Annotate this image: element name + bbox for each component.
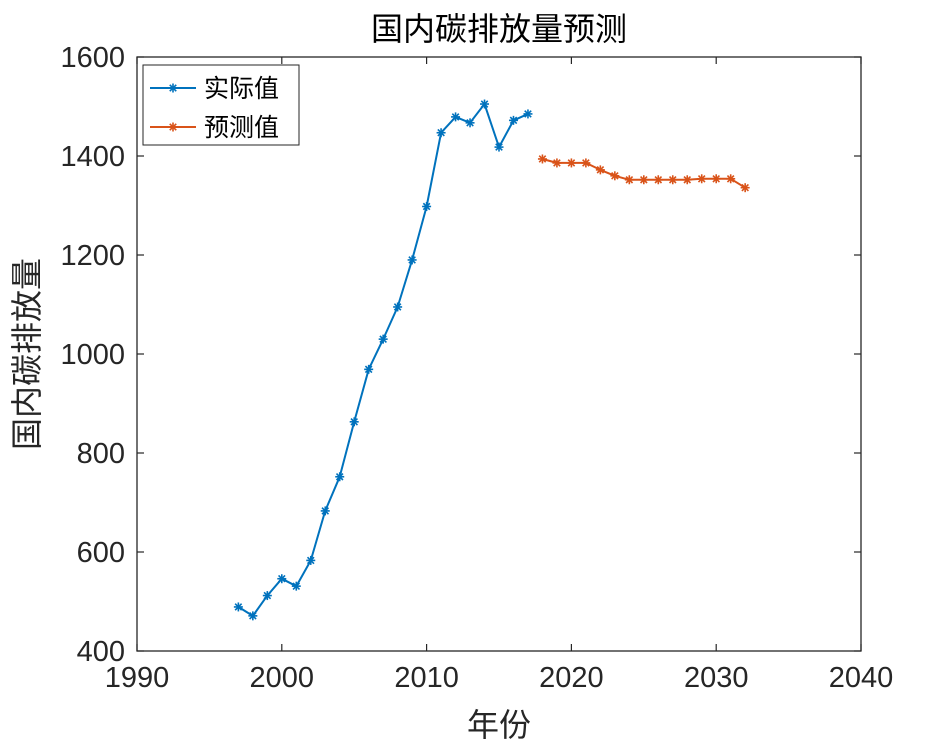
- data-point-marker: [364, 364, 374, 374]
- x-axis-title: 年份: [467, 706, 531, 744]
- data-point-marker: [451, 112, 461, 122]
- data-point-marker: [668, 175, 678, 185]
- data-point-marker: [682, 175, 692, 185]
- legend-marker-glyph: [168, 83, 178, 93]
- data-point-marker: [595, 165, 605, 175]
- y-tick-label: 1400: [60, 141, 125, 173]
- data-point-marker: [740, 183, 750, 193]
- x-tick-label: 2010: [394, 662, 459, 694]
- legend: 实际值 预测值: [142, 64, 300, 146]
- data-point-marker: [291, 581, 301, 591]
- legend-label-actual: 实际值: [204, 74, 279, 103]
- legend-box: [142, 64, 300, 146]
- y-tick-label: 400: [77, 636, 125, 668]
- legend-label-forecast: 预测值: [204, 113, 279, 142]
- x-tick-label: 2020: [539, 662, 604, 694]
- legend-marker-forecast: [168, 122, 178, 132]
- chart-title: 国内碳排放量预测: [371, 10, 627, 48]
- data-point-marker: [306, 555, 316, 565]
- data-point-marker: [349, 417, 359, 427]
- x-tick-label: 2040: [829, 662, 894, 694]
- data-point-marker: [653, 175, 663, 185]
- data-point-marker: [233, 602, 243, 612]
- data-point-marker: [407, 255, 417, 265]
- data-point-marker: [422, 201, 432, 211]
- data-point-marker: [697, 174, 707, 184]
- plot-area: [137, 57, 861, 651]
- data-point-marker: [610, 171, 620, 181]
- y-tick-label: 1000: [60, 339, 125, 371]
- data-point-marker: [320, 506, 330, 516]
- data-point-marker: [480, 99, 490, 109]
- data-point-marker: [465, 118, 475, 128]
- legend-marker-glyph: [168, 122, 178, 132]
- ticks-layer: 1990 2000 2010 2020 2030 2040 400 600 800 1000 120…: [60, 42, 893, 694]
- data-point-marker: [639, 175, 649, 185]
- data-point-marker: [711, 174, 721, 184]
- data-point-marker: [262, 591, 272, 601]
- y-tick-label: 1600: [60, 42, 125, 74]
- data-point-marker: [436, 128, 446, 138]
- x-tick-label: 2030: [684, 662, 749, 694]
- data-point-marker: [393, 302, 403, 312]
- data-point-marker: [624, 175, 634, 185]
- data-point-marker: [508, 115, 518, 125]
- data-point-marker: [378, 334, 388, 344]
- y-axis-title: 国内碳排放量: [8, 258, 46, 450]
- data-point-marker: [726, 174, 736, 184]
- data-point-marker: [277, 574, 287, 584]
- data-point-marker: [494, 142, 504, 152]
- data-point-marker: [566, 158, 576, 168]
- data-point-marker: [537, 154, 547, 164]
- data-point-marker: [523, 109, 533, 119]
- y-tick-label: 600: [77, 537, 125, 569]
- data-point-marker: [248, 611, 258, 621]
- data-point-marker: [552, 158, 562, 168]
- x-tick-label: 2000: [250, 662, 315, 694]
- x-tick-label: 1990: [105, 662, 170, 694]
- data-point-marker: [581, 158, 591, 168]
- y-tick-label: 1200: [60, 240, 125, 272]
- legend-marker-actual: [168, 83, 178, 93]
- data-point-marker: [335, 472, 345, 482]
- y-tick-label: 800: [77, 438, 125, 470]
- series-layer: [233, 99, 750, 621]
